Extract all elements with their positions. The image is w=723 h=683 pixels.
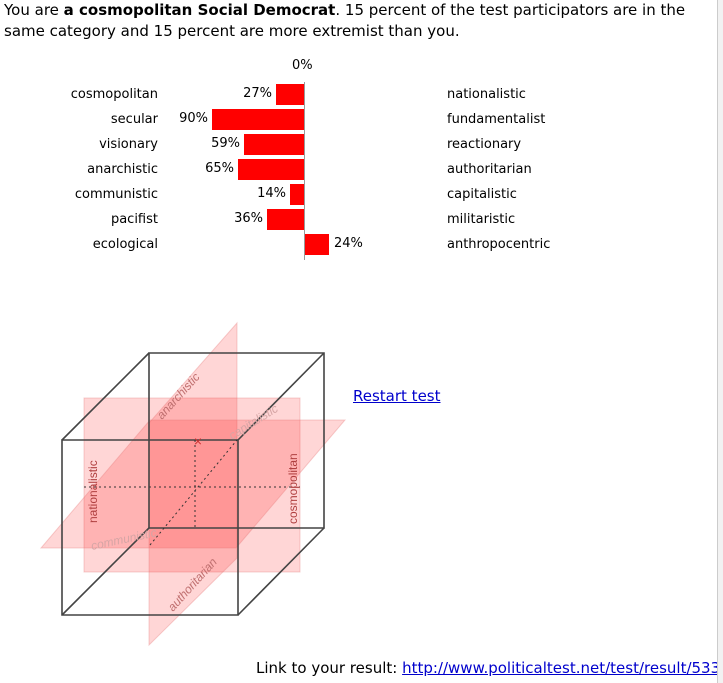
- axis-label-left: visionary: [99, 137, 158, 152]
- axis-label-left: anarchistic: [87, 162, 158, 177]
- axis-label-right: fundamentalist: [447, 112, 546, 127]
- bar: [304, 234, 329, 255]
- cube-label-nationalistic: nationalistic: [86, 460, 100, 523]
- cube-front-face: [61, 439, 239, 616]
- bar: [212, 109, 304, 130]
- axis-label-right: authoritarian: [447, 162, 532, 177]
- cube-label-authoritarian: authoritarian: [165, 555, 220, 614]
- bar: [290, 184, 304, 205]
- data-label: 36%: [234, 211, 263, 226]
- axis-label-left: cosmopolitan: [70, 87, 158, 102]
- data-label: 65%: [205, 161, 234, 176]
- axis-label-right: reactionary: [447, 137, 522, 152]
- result-category: a cosmopolitan Social Democrat: [63, 1, 336, 19]
- axis-label-right: capitalistic: [447, 187, 517, 202]
- bar: [267, 209, 304, 230]
- data-label: 27%: [243, 86, 272, 101]
- result-link-label: Link to your result:: [256, 659, 403, 677]
- result-marker: ×: [194, 433, 202, 449]
- plane-anarchistic-authoritarian: [148, 321, 238, 647]
- zero-label: 0%: [292, 58, 313, 73]
- bar: [238, 159, 304, 180]
- restart-test-link[interactable]: Restart test: [353, 387, 441, 405]
- data-label: 90%: [179, 111, 208, 126]
- bar: [244, 134, 304, 155]
- axis-label-right: nationalistic: [447, 87, 526, 102]
- bar: [276, 84, 304, 105]
- data-label: 24%: [334, 236, 363, 251]
- axis-label-left: secular: [110, 112, 158, 127]
- result-summary: You are a cosmopolitan Social Democrat. …: [4, 1, 686, 40]
- zero-axis-line: [304, 82, 305, 260]
- cube-back-face: [148, 352, 325, 529]
- cube-label-anarchistic: anarchistic: [154, 370, 203, 422]
- result-link-row: Link to your result: http://www.politica…: [256, 659, 723, 677]
- plane-vertical-left: [83, 397, 301, 573]
- cube-label-capitalistic: capitalistic: [226, 401, 280, 442]
- plane-horizontal: [39, 419, 347, 549]
- axis-label-left: ecological: [92, 237, 158, 252]
- data-label: 14%: [257, 186, 286, 201]
- cube-label-cosmopolitan: cosmopolitan: [286, 453, 300, 524]
- axis-label-right: anthropocentric: [447, 237, 551, 252]
- axis-label-left: communistic: [74, 187, 158, 202]
- result-url-link[interactable]: http://www.politicaltest.net/test/result…: [402, 659, 723, 677]
- data-label: 59%: [211, 136, 240, 151]
- axis-label-left: pacifist: [110, 212, 158, 227]
- vertical-scrollbar[interactable]: [717, 0, 723, 683]
- cube-label-communistic: communistic: [90, 525, 158, 553]
- axis-label-right: militaristic: [447, 212, 516, 227]
